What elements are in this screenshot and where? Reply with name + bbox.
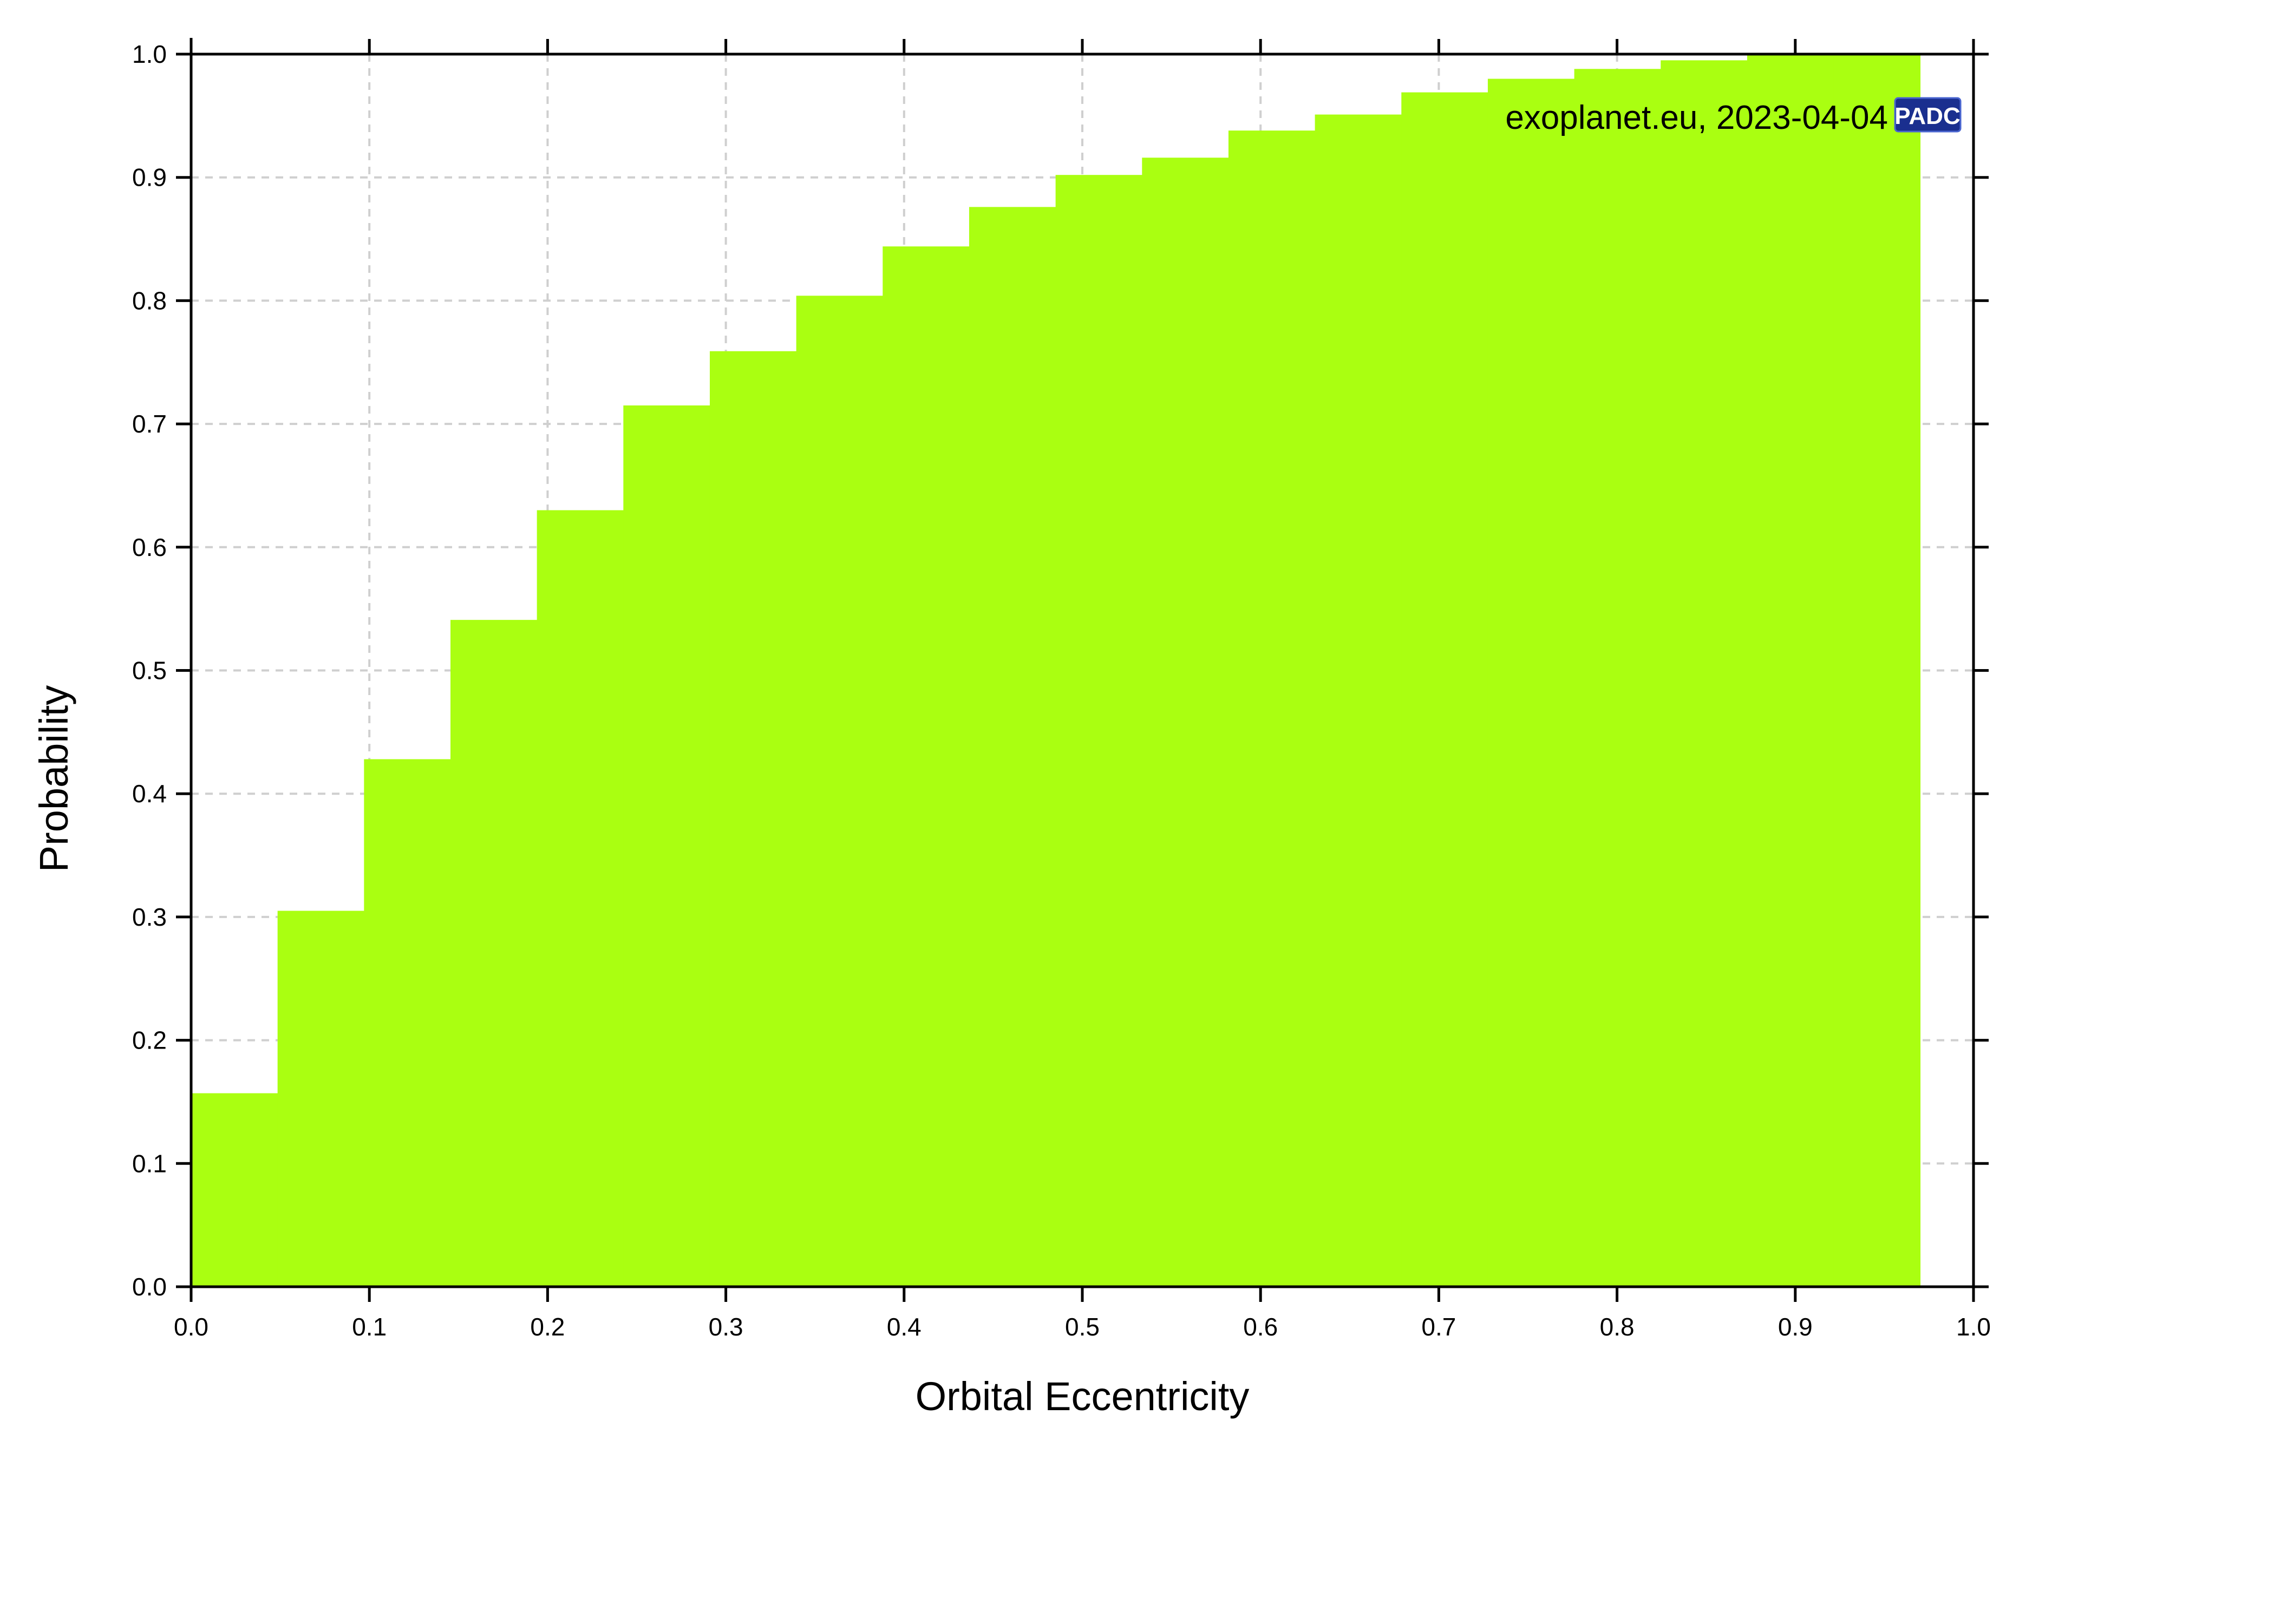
histogram-bars [191,54,1921,1287]
x-tick-label-7: 0.7 [1421,1313,1456,1341]
x-tick-label-1: 0.1 [352,1313,387,1341]
y-tick-label-3: 0.3 [132,903,167,931]
padc-logo-text: PADC [1894,103,1960,129]
bar-16 [1574,69,1662,1287]
bar-5 [623,405,710,1287]
y-tick-label-1: 0.1 [132,1149,167,1177]
x-tick-label-9: 0.9 [1778,1313,1813,1341]
source-annotation: exoplanet.eu, 2023-04-04 [1505,99,1888,136]
x-axis-ticks: 0.0 0.1 0.2 0.3 0.4 0.5 0.6 0.7 0.8 0.9 1.0 [174,39,1991,1341]
y-tick-label-9: 0.9 [132,163,167,192]
bar-1 [277,911,365,1287]
y-tick-label-7: 0.7 [132,410,167,438]
y-tick-label-4: 0.4 [132,780,167,808]
bar-13 [1315,114,1402,1287]
bar-11 [1142,158,1229,1287]
y-tick-label-6: 0.6 [132,533,167,561]
x-tick-label-6: 0.6 [1243,1313,1278,1341]
bar-12 [1228,130,1316,1287]
y-tick-label-8: 0.8 [132,286,167,315]
bar-17 [1661,60,1748,1287]
x-tick-label-0: 0.0 [174,1313,208,1341]
y-axis-title: Probability [31,685,76,873]
bar-7 [796,296,884,1287]
bar-0 [191,1093,278,1287]
bar-4 [537,510,624,1287]
y-tick-label-5: 0.5 [132,657,167,685]
bar-10 [1055,175,1143,1287]
x-axis-title: Orbital Eccentricity [916,1374,1250,1419]
x-tick-label-2: 0.2 [530,1313,565,1341]
bar-8 [883,246,970,1287]
x-tick-label-5: 0.5 [1065,1313,1100,1341]
y-tick-label-2: 0.2 [132,1026,167,1055]
y-tick-label-10: 1.0 [132,40,167,68]
padc-logo-background [1894,97,1962,133]
bar-18 [1747,55,1834,1287]
x-tick-label-4: 0.4 [887,1313,922,1341]
y-axis-ticks: 0.0 0.1 0.2 0.3 0.4 0.5 0.6 0.7 0.8 0.9 1.0 [132,40,1989,1301]
bar-19 [1833,54,1921,1287]
x-tick-label-8: 0.8 [1600,1313,1635,1341]
bar-3 [450,620,538,1287]
x-tick-label-10: 1.0 [1956,1313,1991,1341]
bar-15 [1487,78,1575,1287]
bar-6 [709,351,797,1287]
bar-2 [364,759,451,1287]
padc-logo: PADC [1894,97,1962,133]
y-tick-label-0: 0.0 [132,1273,167,1301]
bar-9 [969,207,1056,1287]
bar-14 [1401,92,1488,1287]
x-tick-label-3: 0.3 [709,1313,743,1341]
